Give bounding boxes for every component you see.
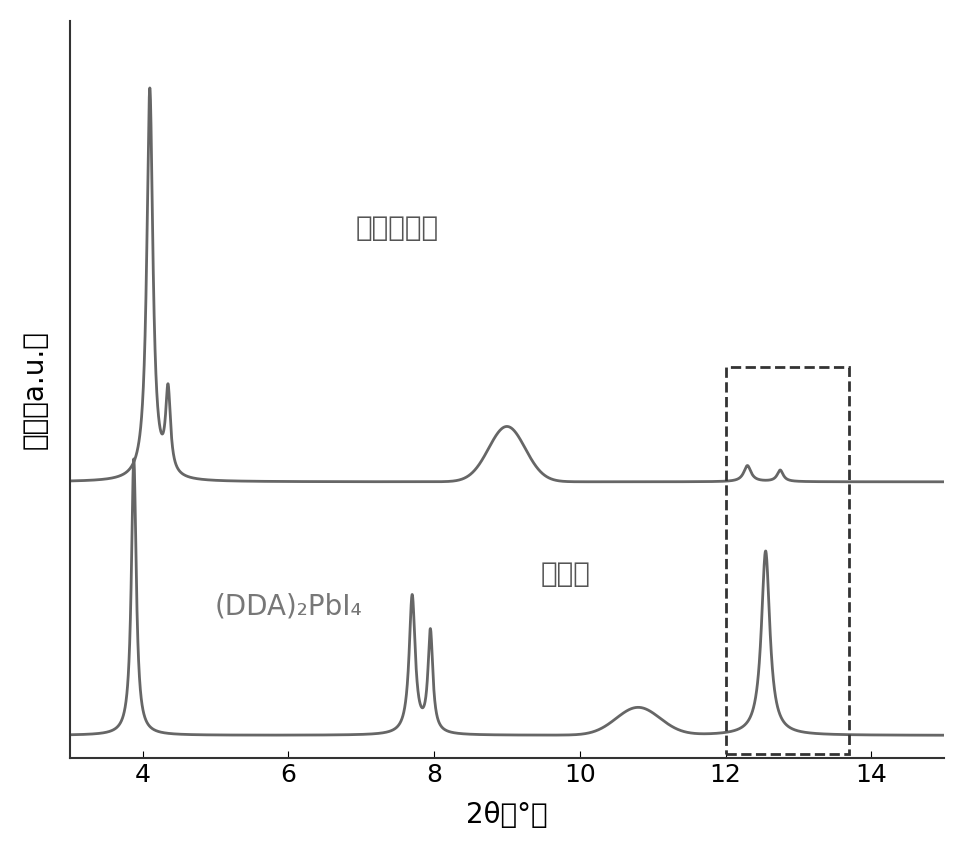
Bar: [726, 366, 849, 754]
Text: 高熵钓鈢矿: 高熵钓鈢矿: [356, 214, 439, 242]
Y-axis label: 强度（a.u.）: 强度（a.u.）: [21, 330, 49, 449]
X-axis label: 2θ（°）: 2θ（°）: [466, 802, 548, 829]
Text: (DDA)₂PbI₄: (DDA)₂PbI₄: [214, 592, 362, 620]
Text: 碘化铅: 碘化铅: [540, 560, 591, 588]
